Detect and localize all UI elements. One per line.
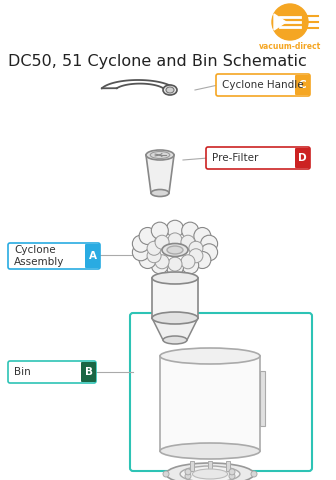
Circle shape (168, 233, 182, 247)
Ellipse shape (166, 87, 174, 93)
Circle shape (147, 249, 161, 263)
Ellipse shape (160, 443, 260, 459)
Circle shape (139, 252, 156, 268)
Ellipse shape (167, 246, 183, 254)
Circle shape (168, 257, 182, 271)
Ellipse shape (150, 152, 170, 158)
Bar (190, 461, 194, 471)
Circle shape (181, 255, 195, 269)
Bar (226, 461, 230, 471)
Circle shape (201, 244, 218, 261)
FancyBboxPatch shape (130, 313, 312, 471)
Ellipse shape (163, 336, 187, 344)
Circle shape (182, 257, 199, 274)
Circle shape (201, 235, 218, 252)
Circle shape (185, 469, 191, 475)
FancyBboxPatch shape (295, 148, 310, 168)
Circle shape (189, 241, 203, 255)
Circle shape (194, 252, 211, 268)
Bar (208, 461, 212, 471)
Ellipse shape (162, 243, 188, 256)
FancyBboxPatch shape (85, 244, 100, 268)
Circle shape (182, 222, 199, 239)
Ellipse shape (166, 463, 254, 480)
Text: Pre-Filter: Pre-Filter (212, 153, 258, 163)
Circle shape (163, 471, 169, 477)
Circle shape (132, 235, 150, 252)
Circle shape (181, 235, 195, 249)
Text: Cyclone Handle: Cyclone Handle (222, 80, 304, 90)
FancyBboxPatch shape (8, 361, 96, 383)
Circle shape (155, 235, 169, 249)
Circle shape (151, 257, 168, 274)
FancyBboxPatch shape (216, 74, 310, 96)
Bar (152, 278, 198, 318)
FancyBboxPatch shape (295, 75, 310, 95)
FancyBboxPatch shape (81, 362, 96, 382)
Text: vacuum-direct: vacuum-direct (259, 42, 321, 51)
Circle shape (272, 4, 308, 40)
Ellipse shape (163, 85, 177, 95)
Ellipse shape (151, 190, 169, 196)
Text: Bin: Bin (14, 367, 31, 377)
Circle shape (185, 473, 191, 479)
Ellipse shape (152, 272, 198, 284)
FancyBboxPatch shape (206, 147, 310, 169)
Ellipse shape (152, 312, 198, 324)
Polygon shape (152, 318, 198, 340)
Text: C: C (299, 80, 306, 90)
Polygon shape (146, 155, 174, 193)
Circle shape (132, 244, 150, 261)
Circle shape (167, 259, 183, 276)
FancyBboxPatch shape (8, 243, 100, 269)
Bar (260, 371, 265, 426)
Bar (160, 356, 260, 451)
Circle shape (147, 241, 161, 255)
Circle shape (194, 228, 211, 244)
Ellipse shape (160, 348, 260, 364)
Circle shape (229, 473, 235, 479)
Circle shape (251, 471, 257, 477)
Circle shape (151, 222, 168, 239)
Circle shape (189, 249, 203, 263)
Circle shape (139, 228, 156, 244)
Text: A: A (88, 251, 96, 261)
Ellipse shape (146, 150, 174, 160)
Circle shape (155, 255, 169, 269)
Polygon shape (274, 14, 286, 30)
Text: Cyclone
Assembly: Cyclone Assembly (14, 245, 65, 267)
Text: D: D (298, 153, 307, 163)
Circle shape (167, 220, 183, 237)
Text: B: B (84, 367, 92, 377)
Text: DC50, 51 Cyclone and Bin Schematic: DC50, 51 Cyclone and Bin Schematic (8, 54, 307, 69)
Ellipse shape (193, 469, 227, 479)
Circle shape (229, 469, 235, 475)
Ellipse shape (180, 466, 240, 480)
